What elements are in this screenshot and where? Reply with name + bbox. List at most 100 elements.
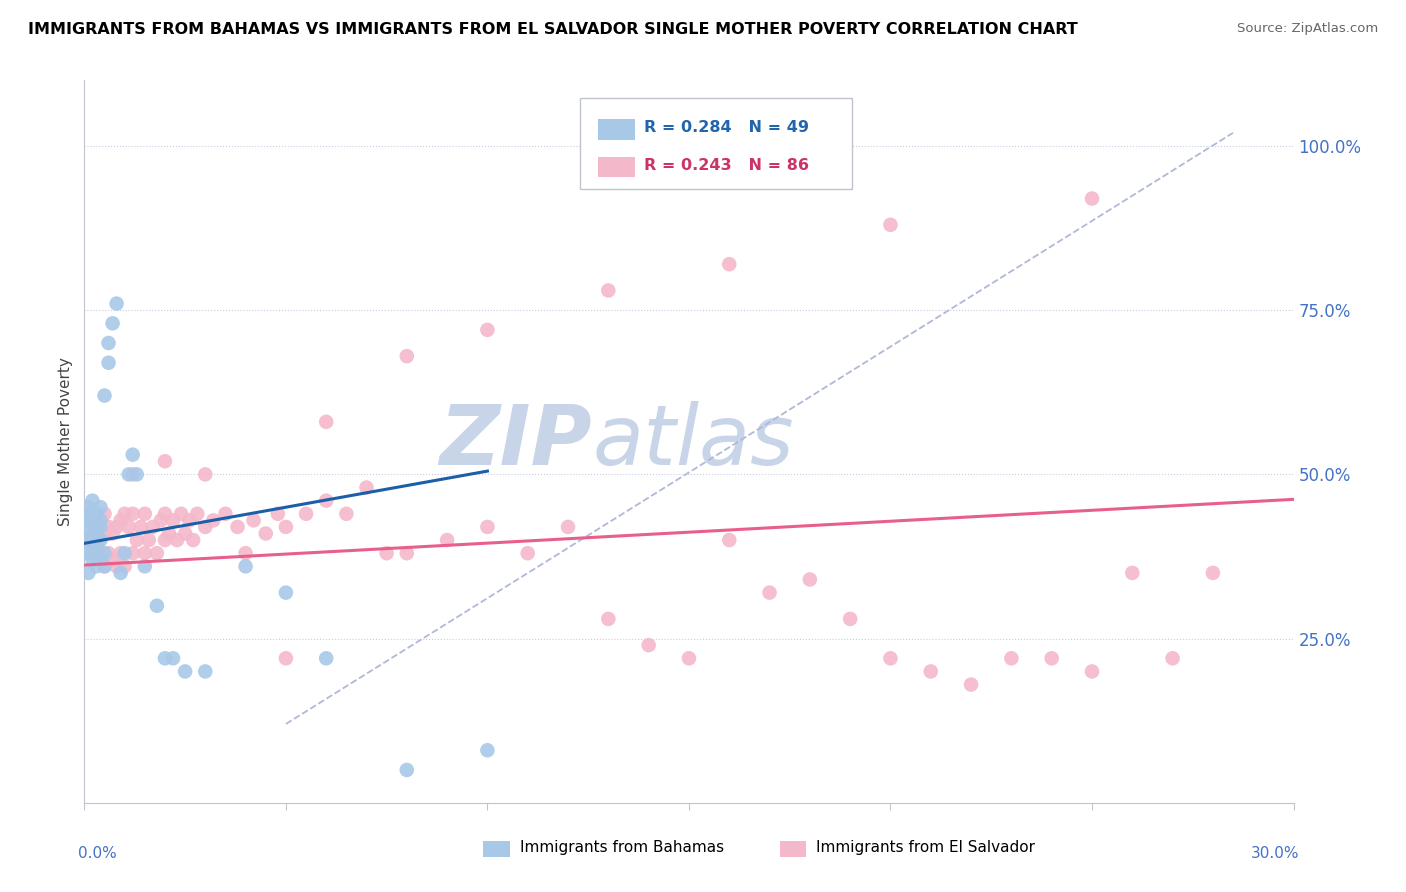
Point [166,533,188,547]
Text: IMMIGRANTS FROM BAHAMAS VS IMMIGRANTS FROM EL SALVADOR SINGLE MOTHER POVERTY COR: IMMIGRANTS FROM BAHAMAS VS IMMIGRANTS FR… [28,22,1078,37]
Point [149,513,172,527]
Point [89,546,111,560]
Point [134,546,156,560]
Point [110,566,132,580]
Point [557,520,579,534]
Point [134,559,156,574]
Point [153,454,176,468]
Point [598,284,620,298]
Point [758,585,780,599]
Point [194,467,217,482]
Point [82,546,104,560]
Point [1081,192,1104,206]
Text: Immigrants from Bahamas: Immigrants from Bahamas [520,840,724,855]
Point [110,546,132,560]
Point [274,585,297,599]
Point [153,533,176,547]
Point [105,296,128,310]
Point [375,546,398,560]
Point [82,540,104,554]
Point [335,507,357,521]
Point [516,546,538,560]
Point [82,553,104,567]
Point [93,388,115,402]
Point [598,612,620,626]
Point [214,507,236,521]
Point [153,651,176,665]
Point [879,651,901,665]
Point [960,677,983,691]
Text: 30.0%: 30.0% [1251,847,1299,861]
Point [77,533,100,547]
Point [86,507,108,521]
Point [142,520,165,534]
Point [678,651,700,665]
Point [77,566,100,580]
Point [101,316,124,330]
Point [89,513,111,527]
Text: atlas: atlas [592,401,794,482]
Text: ZIP: ZIP [440,401,592,482]
Point [86,533,108,547]
Point [194,665,217,679]
Point [146,599,169,613]
Text: Source: ZipAtlas.com: Source: ZipAtlas.com [1237,22,1378,36]
Bar [484,841,510,857]
Point [179,513,201,527]
Point [274,520,297,534]
Point [89,513,111,527]
Point [138,533,160,547]
Point [186,507,208,521]
Point [86,540,108,554]
Point [157,526,180,541]
Point [395,349,418,363]
Point [254,526,277,541]
Point [89,553,111,567]
Point [1081,665,1104,679]
Point [395,546,418,560]
Point [170,507,193,521]
Point [105,520,128,534]
Point [162,651,184,665]
Point [226,520,249,534]
Point [477,743,499,757]
Point [920,665,942,679]
Point [174,665,197,679]
Bar [599,157,634,178]
Point [153,507,176,521]
Point [77,533,100,547]
Point [267,507,290,521]
Point [82,526,104,541]
Y-axis label: Single Mother Poverty: Single Mother Poverty [58,357,73,526]
Point [274,651,297,665]
Point [295,507,318,521]
Point [242,513,264,527]
Point [86,559,108,574]
Point [86,533,108,547]
Text: R = 0.284   N = 49: R = 0.284 N = 49 [644,120,810,136]
Point [181,533,204,547]
Point [1161,651,1184,665]
Point [118,520,141,534]
Point [129,520,152,534]
Point [114,546,136,560]
Point [77,500,100,515]
Point [77,546,100,560]
Point [82,546,104,560]
Point [121,448,143,462]
Point [477,520,499,534]
Point [121,546,143,560]
Point [146,546,169,560]
Point [114,507,136,521]
Point [125,533,148,547]
Point [82,513,104,527]
Point [97,356,120,370]
Point [436,533,458,547]
Point [86,546,108,560]
Point [110,513,132,527]
Point [101,526,124,541]
Point [315,493,337,508]
Point [118,467,141,482]
Point [105,559,128,574]
Point [97,520,120,534]
